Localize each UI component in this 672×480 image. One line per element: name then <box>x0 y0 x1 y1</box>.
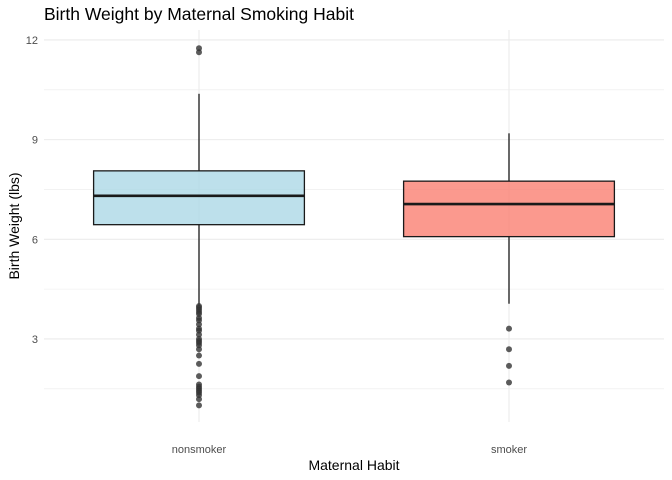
outlier-point <box>196 352 202 359</box>
y-tick-label: 3 <box>32 334 38 346</box>
x-axis-title: Maternal Habit <box>308 457 399 473</box>
box-nonsmoker <box>92 45 306 409</box>
outlier-point <box>196 360 202 367</box>
outlier-point <box>506 346 512 353</box>
iqr-box <box>402 180 616 238</box>
x-tick-label: smoker <box>491 444 527 456</box>
iqr-box <box>92 170 306 226</box>
y-axis-title: Birth Weight (lbs) <box>6 172 22 279</box>
outlier-point <box>196 402 202 409</box>
box-smoker <box>402 133 616 386</box>
x-tick-label: nonsmoker <box>172 444 227 456</box>
outlier-point <box>506 325 512 332</box>
outlier-point <box>506 379 512 386</box>
y-tick-label: 6 <box>32 234 38 246</box>
outlier-point <box>506 362 512 369</box>
outlier-point <box>196 321 202 328</box>
outlier-point <box>196 396 202 403</box>
box-series <box>92 45 616 409</box>
outlier-point <box>196 331 202 338</box>
y-axis-ticks: 3 6 9 12 <box>26 35 38 346</box>
outlier-point <box>196 346 202 353</box>
outlier-point <box>196 373 202 380</box>
outlier-point <box>196 49 202 56</box>
chart-title: Birth Weight by Maternal Smoking Habit <box>44 4 354 24</box>
y-tick-label: 9 <box>32 135 38 147</box>
y-tick-label: 12 <box>26 35 38 47</box>
x-axis-ticks: nonsmoker smoker <box>172 444 528 456</box>
